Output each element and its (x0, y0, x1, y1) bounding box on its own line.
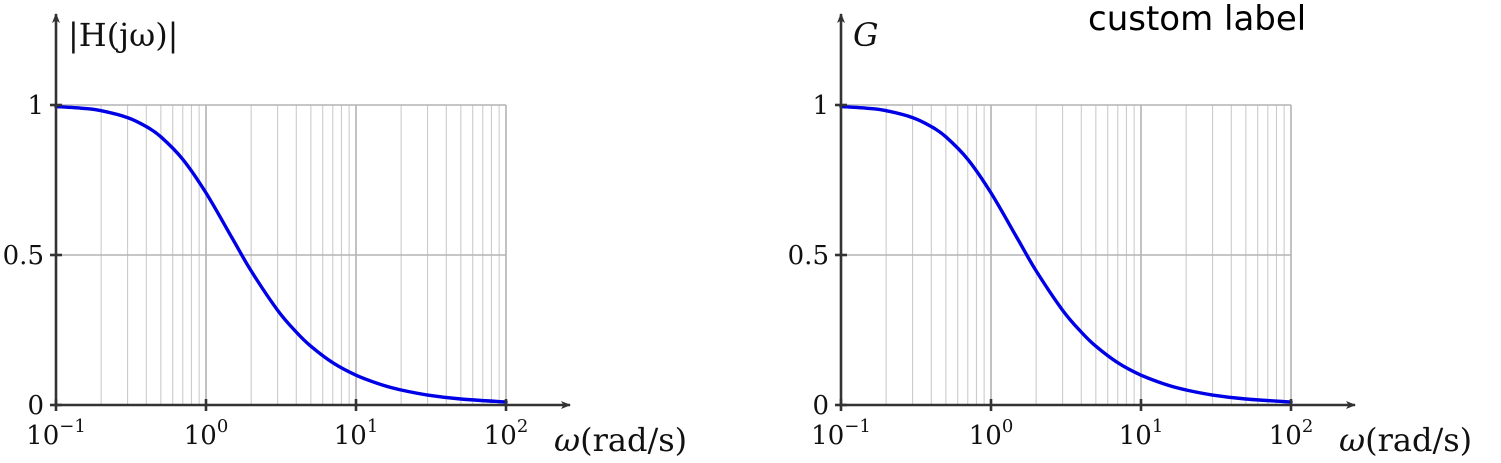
x-tick-label-base: 10 (1269, 421, 1302, 451)
y-tick-label: 1 (812, 91, 829, 121)
grid (840, 104, 1292, 406)
x-tick-label: 101 (334, 416, 379, 451)
axes (837, 13, 1356, 409)
x-tick-label-base: 10 (26, 421, 59, 451)
x-tick-label: 10−1 (811, 416, 871, 451)
x-tick-label: 102 (484, 416, 529, 451)
x-tick-label-base: 10 (969, 421, 1002, 451)
x-tick-label-base: 10 (484, 421, 517, 451)
x-tick-label: 102 (1269, 416, 1314, 451)
x-tick-label: 10−1 (26, 416, 86, 451)
x-tick-label-exp: 1 (1152, 416, 1163, 437)
x-tick-label: 100 (969, 416, 1014, 451)
x-axis-label-unit: (rad/s) (1365, 421, 1472, 459)
x-tick-label-exp: 2 (1302, 416, 1313, 437)
x-tick-label-exp: 0 (1002, 416, 1013, 437)
x-tick-label-base: 10 (1119, 421, 1152, 451)
x-tick-label-exp: 1 (367, 416, 378, 437)
y-tick-label: 0.5 (788, 241, 829, 271)
curve-layer (54, 104, 508, 404)
x-axis-label: ω(rad/s) (1339, 421, 1472, 459)
x-axis-label: ω(rad/s) (554, 421, 687, 459)
grid (55, 104, 507, 406)
axes (52, 13, 571, 409)
x-axis-label-omega: ω (554, 421, 580, 459)
x-tick-label-exp: −1 (844, 416, 871, 437)
y-tick-label: 0 (812, 391, 829, 421)
curve-layer (839, 104, 1293, 404)
y-axis-label: |H(jω)| (68, 16, 178, 54)
series-line (54, 104, 508, 404)
x-tick-label-base: 10 (811, 421, 844, 451)
x-tick-label-exp: 2 (517, 416, 528, 437)
y-tick-label: 1 (27, 91, 44, 121)
x-tick-label-base: 10 (184, 421, 217, 451)
annotation-label: custom label (1088, 0, 1306, 39)
x-tick-label-base: 10 (334, 421, 367, 451)
x-tick-label: 100 (184, 416, 229, 451)
y-tick-label: 0.5 (3, 241, 44, 271)
series-line (839, 104, 1293, 404)
y-axis-label: G (853, 16, 879, 54)
x-axis-label-unit: (rad/s) (580, 421, 687, 459)
x-tick-label-exp: 0 (217, 416, 228, 437)
x-tick-label-exp: −1 (59, 416, 86, 437)
y-tick-label: 0 (27, 391, 44, 421)
x-axis-label-omega: ω (1339, 421, 1365, 459)
x-tick-label: 101 (1119, 416, 1164, 451)
